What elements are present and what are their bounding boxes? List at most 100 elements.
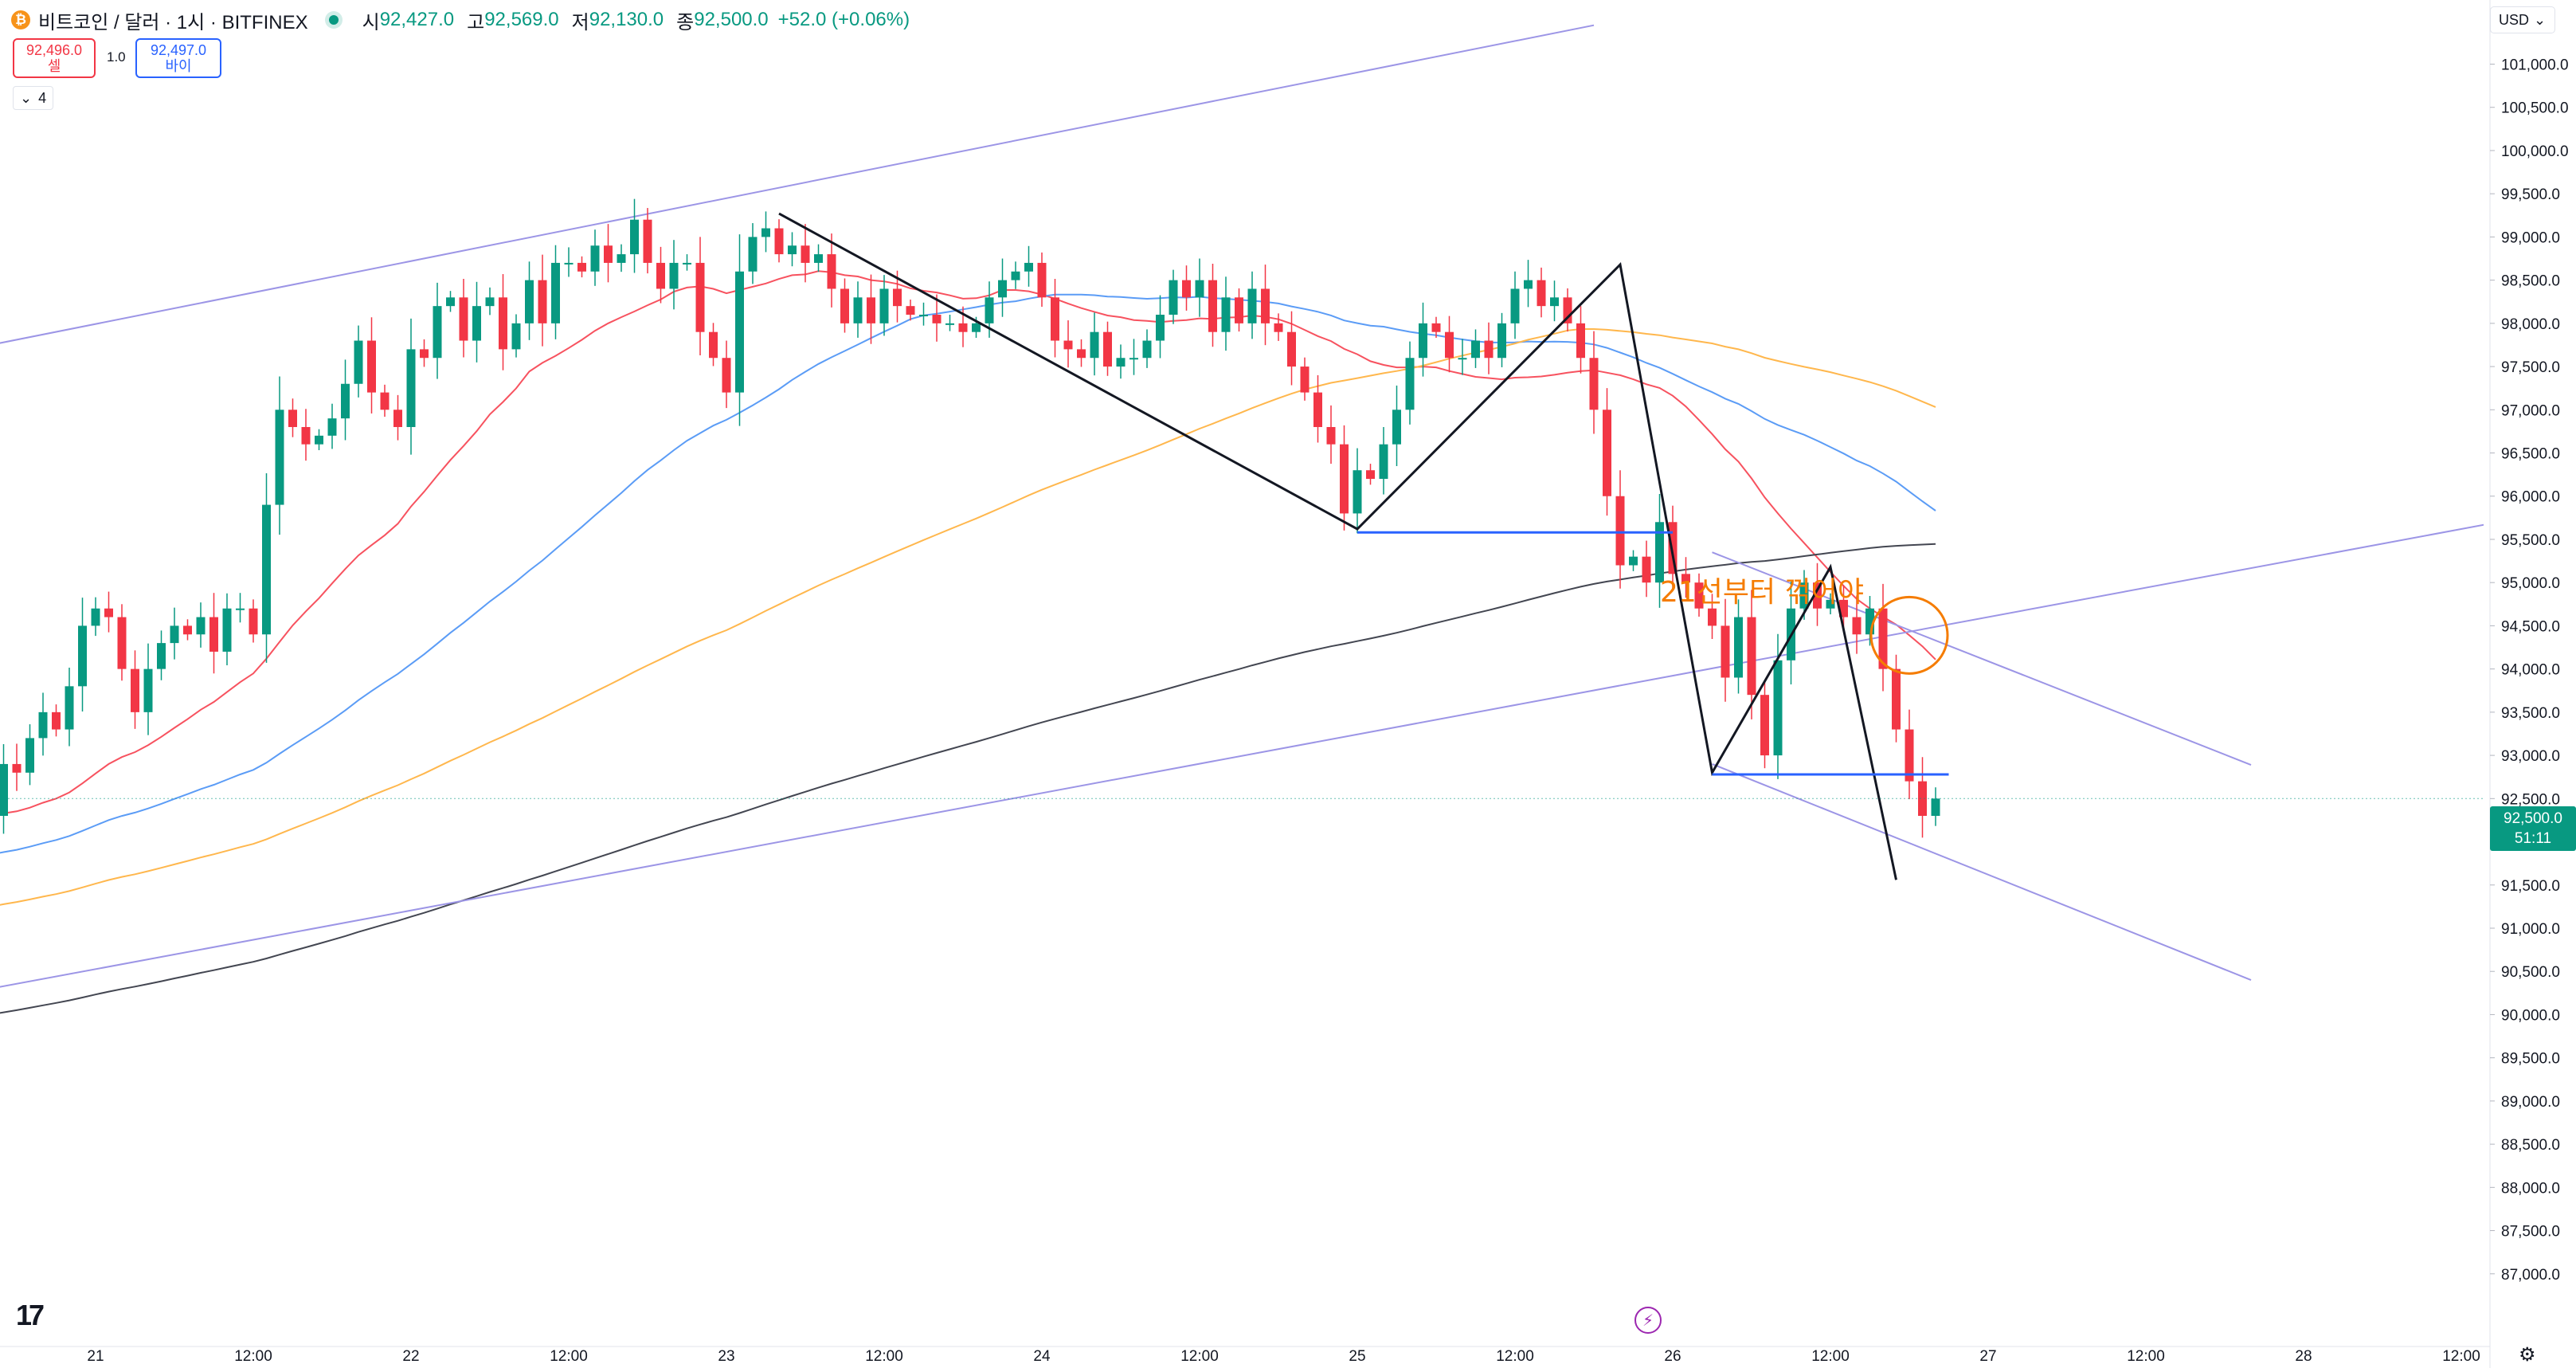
candle-body (1708, 608, 1717, 626)
candle-body (143, 668, 153, 712)
candle-body (1169, 280, 1178, 315)
ma-21-line (0, 270, 1936, 815)
candle-body (1274, 323, 1283, 332)
x-tick-label: 26 (1664, 1348, 1681, 1365)
candle-body (1063, 340, 1073, 350)
candle-body (1300, 366, 1310, 393)
candle-body (551, 262, 560, 323)
currency-label: USD (2499, 11, 2530, 28)
bar-countdown: 51:11 (2514, 830, 2552, 847)
candle-body (590, 245, 600, 272)
candle-body (1419, 323, 1427, 359)
candle-body (288, 410, 297, 427)
candle-body (1129, 358, 1138, 360)
candle-body (683, 262, 691, 265)
candle-body (998, 280, 1007, 298)
candle-body (38, 711, 48, 739)
candle-body (485, 297, 495, 307)
candle-body (1865, 608, 1874, 635)
candle-body (1340, 444, 1349, 514)
x-tick-label: 23 (718, 1348, 734, 1365)
y-tick-label: 87,000.0 (2501, 1267, 2560, 1284)
trend-channel-line (1712, 763, 2252, 981)
candle-body (893, 288, 902, 307)
y-tick-label: 98,500.0 (2501, 273, 2560, 290)
candle-body (12, 763, 22, 773)
candle-body (315, 435, 323, 445)
sell-button[interactable]: 92,496.0 셀 (13, 38, 96, 78)
y-tick-label: 91,500.0 (2501, 878, 2560, 895)
currency-select[interactable]: USD ⌄ (2490, 6, 2555, 33)
candle-body (656, 262, 665, 289)
candle-body (906, 306, 915, 315)
candle-body (1681, 574, 1690, 583)
candle-body (879, 288, 889, 323)
candle-body (1024, 262, 1033, 272)
zigzag-drawing (778, 212, 1897, 880)
candle-body (1773, 660, 1783, 756)
candle-body (249, 608, 258, 635)
candle-body (25, 738, 34, 773)
candle-body (275, 410, 284, 505)
y-tick-label: 96,000.0 (2501, 489, 2560, 506)
high-value: 92,569.0 (484, 9, 559, 30)
ma-100-line (0, 328, 1936, 906)
candle-body (1405, 358, 1415, 410)
candle-body (459, 297, 468, 341)
candle-body (1235, 297, 1243, 323)
candle-body (788, 245, 797, 255)
candle-body (604, 245, 613, 263)
candle-body (1747, 617, 1756, 696)
tradingview-logo-icon[interactable]: 17 (16, 1299, 45, 1331)
annotation-circle (1869, 595, 1949, 675)
candle-body (722, 358, 731, 393)
candle-body (1287, 331, 1296, 367)
candle-body (0, 763, 8, 816)
candle-body (1655, 522, 1664, 583)
low-label: 저 (571, 11, 589, 33)
candle-body (1734, 617, 1743, 678)
flash-icon[interactable]: ⚡ (1634, 1307, 1662, 1334)
candle-body (65, 686, 74, 730)
y-tick-label: 100,500.0 (2501, 100, 2569, 117)
gear-icon[interactable]: ⚙ (2519, 1344, 2536, 1366)
open-value: 92,427.0 (379, 9, 455, 30)
candle-body (1721, 625, 1730, 678)
candle-body (1103, 331, 1112, 367)
close-value: 92,500.0 (694, 9, 769, 30)
candle-body (1037, 262, 1047, 298)
x-tick-label: 21 (87, 1348, 104, 1365)
x-tick-label: 28 (2295, 1348, 2312, 1365)
candle-body (236, 608, 245, 610)
candle-body (617, 254, 626, 263)
indicators-toggle-button[interactable]: ⌄ 4 (13, 86, 54, 110)
candle-body (814, 254, 823, 263)
candle-body (1247, 288, 1257, 323)
y-tick-label: 88,500.0 (2501, 1137, 2560, 1154)
candle-body (117, 617, 127, 669)
candle-body (380, 392, 390, 410)
candle-body (867, 297, 875, 323)
x-tick-label: 12:00 (550, 1348, 588, 1365)
candle-body (1576, 323, 1585, 359)
candle-body (354, 340, 363, 384)
x-tick-label: 22 (402, 1348, 419, 1365)
y-tick-label: 91,000.0 (2501, 921, 2560, 938)
candle-body (774, 228, 784, 255)
candle-body (1603, 410, 1611, 496)
buy-button[interactable]: 92,497.0 바이 (135, 38, 221, 78)
symbol-title[interactable]: 비트코인 / 달러 · 1시 · BITFINEX (38, 11, 308, 33)
indicator-count: 4 (38, 89, 47, 106)
ma-200-line (0, 543, 1936, 1014)
y-tick-label: 97,000.0 (2501, 402, 2560, 419)
candle-body (1510, 288, 1520, 323)
candle-body (761, 228, 770, 237)
candle-body (1077, 349, 1086, 359)
y-tick-label: 101,000.0 (2501, 57, 2569, 74)
market-open-icon (328, 15, 339, 25)
x-tick-label: 12:00 (2127, 1348, 2165, 1365)
candle-body (446, 297, 455, 307)
annotation-note[interactable]: 21선부터 꺾어야 (1660, 576, 1864, 609)
